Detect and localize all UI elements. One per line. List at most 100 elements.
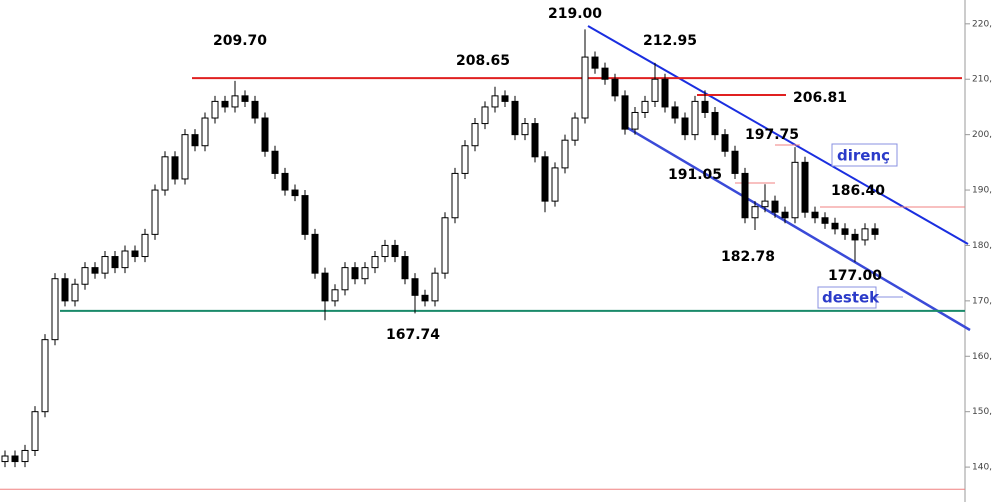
candle-body (421, 294, 429, 302)
candle-body (851, 233, 859, 241)
candle-body (111, 256, 119, 269)
candle-body (321, 272, 329, 302)
candle-body (61, 278, 69, 302)
candle-body (121, 250, 129, 269)
price-annotation: 186.40 (831, 183, 885, 199)
candle-body (521, 123, 529, 136)
price-annotation: 219.00 (548, 6, 602, 22)
y-tick-label: 160, (972, 352, 992, 362)
candle-body (11, 455, 19, 463)
candle-body (1, 455, 9, 463)
y-tick-label: 180, (972, 241, 992, 251)
candle-body (161, 156, 169, 191)
candle-body (491, 95, 499, 108)
candle-body (791, 161, 799, 219)
candle-body (611, 78, 619, 97)
candle-body (431, 272, 439, 302)
candle-body (391, 244, 399, 258)
candle-body (711, 111, 719, 136)
y-tick-label: 150, (972, 407, 992, 417)
candle-body (191, 134, 199, 147)
candle-body (591, 56, 599, 69)
candle-body (81, 267, 89, 285)
candle-body (331, 289, 339, 302)
candle-body (181, 134, 189, 180)
candle-body (481, 106, 489, 125)
y-tick-label: 140, (972, 463, 992, 473)
candle-body (251, 100, 259, 119)
y-tick-label: 190, (972, 186, 992, 196)
price-annotation: 206.81 (793, 90, 847, 106)
candle-body (531, 123, 539, 158)
candle-body (761, 200, 769, 208)
candle-body (701, 100, 709, 113)
candle-body (741, 172, 749, 219)
candle-body (821, 217, 829, 224)
candle-body (561, 139, 569, 169)
candle-body (211, 100, 219, 119)
candle-body (361, 267, 369, 280)
candle-body (281, 172, 289, 191)
candle-body (681, 117, 689, 136)
price-annotation: 167.74 (386, 327, 440, 343)
candle-body (221, 100, 229, 108)
candle-body (471, 123, 479, 147)
candle-body (241, 95, 249, 102)
candle-body (141, 233, 149, 258)
candle-body (261, 117, 269, 152)
label-box (831, 143, 898, 167)
candle-body (511, 100, 519, 136)
price-annotation: 209.70 (213, 33, 267, 49)
candle-body (301, 195, 309, 235)
candle-body (351, 267, 359, 280)
candle-body (571, 117, 579, 141)
candle-body (661, 78, 669, 108)
candle-body (671, 106, 679, 119)
candle-body (311, 233, 319, 274)
candle-body (441, 217, 449, 274)
price-annotation: 208.65 (456, 53, 510, 69)
candle-body (451, 172, 459, 219)
candle-body (231, 95, 239, 108)
candle-body (691, 100, 699, 136)
candle-body (41, 339, 49, 413)
candle-body (861, 228, 869, 241)
candle-body (801, 161, 809, 213)
candle-body (731, 150, 739, 174)
candle-body (201, 117, 209, 147)
candle-body (271, 150, 279, 174)
price-annotation: 191.05 (668, 167, 722, 183)
candle-body (811, 211, 819, 219)
candle-body (771, 200, 779, 213)
price-annotation: 177.00 (828, 268, 882, 284)
candle-body (621, 95, 629, 130)
candle-body (831, 222, 839, 230)
y-tick-label: 220, (972, 19, 992, 29)
candle-body (101, 256, 109, 274)
candle-body (381, 244, 389, 258)
candle-body (871, 228, 879, 235)
candle-body (91, 267, 99, 274)
candle-body (31, 411, 39, 451)
candle-body (501, 95, 509, 102)
channel-upper (587, 25, 969, 245)
candle-body (751, 206, 759, 219)
candle-body (781, 211, 789, 219)
price-annotation: 182.78 (721, 249, 775, 265)
channel-lower (625, 125, 971, 332)
y-tick-label: 200, (972, 130, 992, 140)
candle-body (541, 156, 549, 202)
y-tick-label: 170, (972, 296, 992, 306)
candle-body (411, 278, 419, 296)
candle-body (51, 278, 59, 341)
candle-body (631, 111, 639, 130)
candle-body (371, 256, 379, 269)
candle-body (151, 189, 159, 235)
candle-body (401, 256, 409, 280)
channel-label: direnç (837, 147, 890, 165)
candle-body (21, 449, 29, 463)
candle-body (721, 134, 729, 152)
candle-body (551, 167, 559, 202)
candle-body (341, 267, 349, 291)
